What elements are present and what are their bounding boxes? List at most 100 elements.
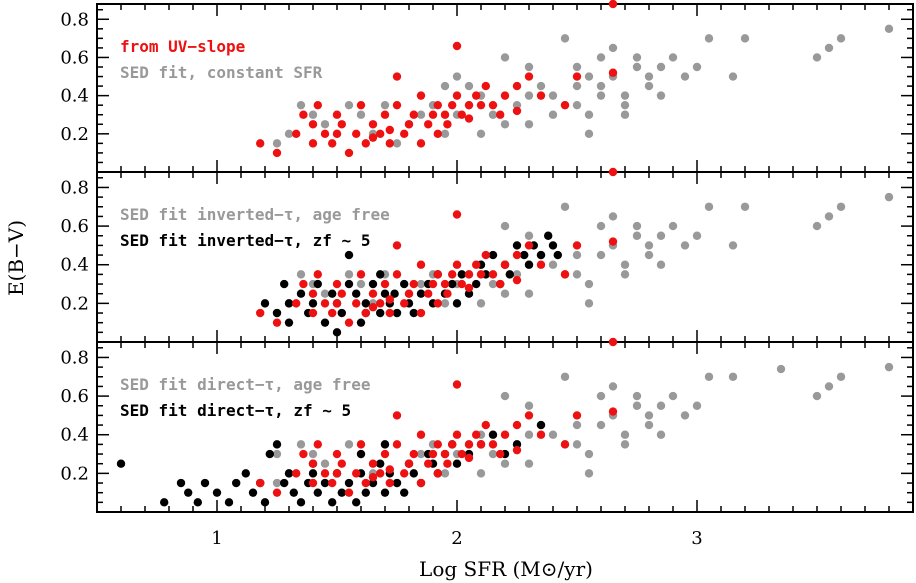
data-point xyxy=(572,81,582,91)
panel-1: 0.2 0.4 0.6 0.8 from UV−slope SED fit, consta… xyxy=(60,0,914,173)
legend-entry: SED fit inverted−τ, zf ~ 5 xyxy=(120,231,370,250)
data-point xyxy=(440,110,450,119)
data-point xyxy=(608,212,618,221)
data-point xyxy=(464,270,474,279)
data-point xyxy=(368,473,378,482)
data-point xyxy=(344,318,354,327)
data-point xyxy=(428,110,438,119)
data-point xyxy=(272,449,282,459)
data-point xyxy=(620,270,630,279)
data-point xyxy=(476,299,486,308)
data-point xyxy=(452,430,462,439)
data-point xyxy=(376,299,385,308)
data-point xyxy=(596,91,606,100)
data-point xyxy=(596,250,606,260)
data-point xyxy=(620,100,630,110)
data-point xyxy=(385,308,394,318)
data-point xyxy=(385,465,394,474)
data-point xyxy=(596,391,606,401)
data-point xyxy=(433,100,442,110)
data-point xyxy=(292,299,301,308)
data-point xyxy=(884,362,894,372)
data-point xyxy=(368,289,378,298)
data-point xyxy=(472,260,481,269)
data-point xyxy=(596,53,606,62)
data-point xyxy=(500,53,510,62)
data-point xyxy=(560,440,570,449)
data-point xyxy=(212,488,222,497)
data-point xyxy=(296,498,306,507)
data-point xyxy=(409,279,418,289)
series-points xyxy=(256,0,618,158)
data-point xyxy=(520,250,529,260)
data-point xyxy=(512,241,522,250)
data-point xyxy=(328,139,337,148)
data-point xyxy=(824,43,834,53)
data-point xyxy=(440,279,450,289)
data-point xyxy=(584,72,594,81)
data-point xyxy=(536,420,546,430)
data-point xyxy=(440,81,450,91)
legend-entry: SED fit, constant SFR xyxy=(120,63,323,82)
data-point xyxy=(668,391,678,401)
data-point xyxy=(656,260,666,269)
data-point xyxy=(512,445,522,455)
y-tick-label: 0.4 xyxy=(60,86,89,107)
data-point xyxy=(392,478,402,488)
data-point xyxy=(457,279,466,289)
data-point xyxy=(385,295,394,304)
data-point xyxy=(392,411,402,420)
data-point xyxy=(292,129,301,139)
data-point xyxy=(416,289,426,298)
y-tick-label: 0.6 xyxy=(60,386,89,407)
data-point xyxy=(620,260,630,269)
data-point xyxy=(884,24,894,34)
data-point xyxy=(424,120,433,129)
data-point xyxy=(443,459,452,468)
data-point xyxy=(260,498,270,507)
data-point xyxy=(584,449,594,459)
data-point xyxy=(524,120,534,129)
data-point xyxy=(632,62,642,72)
data-point xyxy=(704,202,714,211)
data-point xyxy=(385,478,394,488)
data-point xyxy=(680,241,690,250)
panel-3: 0.2 0.4 0.6 0.8 SED fit direct−τ, age free SE… xyxy=(60,337,914,513)
data-point xyxy=(548,430,558,439)
data-point xyxy=(344,440,354,449)
data-point xyxy=(361,478,370,488)
data-point xyxy=(524,401,534,410)
data-point xyxy=(452,459,462,468)
data-point xyxy=(344,488,354,497)
data-point xyxy=(265,449,274,459)
data-point xyxy=(776,364,786,374)
data-point xyxy=(272,148,282,158)
legend-entry: from UV−slope xyxy=(120,37,245,56)
series-points xyxy=(260,231,562,337)
data-point xyxy=(416,478,426,488)
data-point xyxy=(448,440,457,449)
data-point xyxy=(308,478,318,488)
data-point xyxy=(464,81,474,91)
data-point xyxy=(428,279,438,289)
data-point xyxy=(476,100,486,110)
data-point xyxy=(356,110,366,119)
data-point xyxy=(464,100,474,110)
data-point xyxy=(488,270,498,279)
y-tick-label: 0.4 xyxy=(60,425,89,446)
data-point xyxy=(404,289,414,298)
data-point xyxy=(644,411,654,420)
data-point xyxy=(472,279,481,289)
data-point xyxy=(608,382,618,391)
data-point xyxy=(284,469,294,478)
data-point xyxy=(380,110,390,119)
data-point xyxy=(272,440,282,449)
data-point xyxy=(416,430,426,439)
data-point xyxy=(284,318,294,327)
data-point xyxy=(332,469,342,478)
data-point xyxy=(416,449,426,459)
data-point xyxy=(409,449,418,459)
data-point xyxy=(424,459,433,468)
data-point xyxy=(368,459,378,468)
